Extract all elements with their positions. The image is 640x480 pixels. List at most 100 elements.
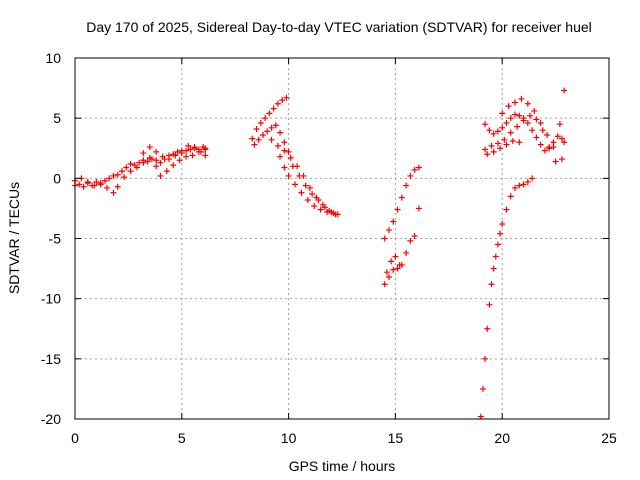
data-point [302, 182, 309, 189]
data-point [266, 110, 273, 117]
series-track-5 [251, 122, 292, 155]
data-point [526, 112, 533, 119]
data-point [159, 153, 166, 160]
data-point [494, 241, 501, 248]
data-point [390, 266, 397, 273]
data-point [178, 147, 185, 154]
data-point [114, 183, 121, 190]
data-point [110, 172, 117, 179]
data-point [289, 163, 296, 170]
series-track-6 [268, 136, 339, 218]
data-point [541, 147, 548, 154]
data-point [512, 111, 519, 118]
data-point [272, 122, 279, 129]
data-point [140, 150, 147, 157]
x-tick-label: 5 [178, 430, 186, 446]
data-point [257, 119, 264, 126]
data-point [390, 218, 397, 225]
x-tick-label: 0 [71, 430, 79, 446]
data-point [482, 146, 489, 153]
series-track-8 [289, 163, 341, 218]
data-point [274, 142, 281, 149]
data-point [287, 154, 294, 161]
data-point [110, 189, 117, 196]
y-tick-label: 10 [45, 50, 61, 66]
data-point [561, 139, 568, 146]
data-point [488, 281, 495, 288]
data-point [255, 136, 262, 143]
y-tick-label: -15 [41, 351, 61, 367]
data-point [407, 172, 414, 179]
y-axis-title: SDTVAR / TECUs [6, 182, 22, 294]
y-tick-labels: -20 -15 -10 -5 0 5 10 [41, 50, 61, 427]
data-point [281, 147, 288, 154]
data-point [153, 157, 160, 164]
data-point [121, 174, 128, 181]
data-point [176, 157, 183, 164]
data-point [334, 211, 341, 218]
data-point [277, 153, 284, 160]
data-point [381, 235, 388, 242]
data-point [490, 265, 497, 272]
series-track-13 [477, 175, 536, 420]
data-point [383, 269, 390, 276]
data-point [281, 164, 288, 171]
data-point [253, 125, 260, 132]
data-point [415, 205, 422, 212]
data-point [392, 253, 399, 260]
data-point [394, 206, 401, 213]
series-track-15 [482, 112, 568, 165]
series-track-16 [499, 87, 568, 151]
data-point [396, 261, 403, 268]
data-point [104, 184, 111, 191]
data-point [328, 209, 335, 216]
data-point [550, 144, 557, 151]
data-point [499, 110, 506, 117]
data-point [512, 99, 519, 106]
data-point [554, 133, 561, 140]
data-point [93, 178, 100, 185]
data-point [415, 164, 422, 171]
data-point [97, 180, 104, 187]
data-point [524, 100, 531, 107]
series-track-4 [249, 94, 290, 142]
data-point [283, 94, 290, 101]
data-point [385, 227, 392, 234]
series-track-11 [383, 253, 403, 276]
data-point [170, 162, 177, 169]
data-point [531, 107, 538, 114]
data-point [524, 119, 531, 126]
data-point [394, 265, 401, 272]
data-point [157, 172, 164, 179]
data-point [277, 129, 284, 136]
data-point [507, 115, 514, 122]
data-point [191, 144, 198, 151]
data-point [507, 129, 514, 136]
series-track-12 [415, 205, 422, 212]
series-track-10 [381, 233, 418, 288]
x-tick-label: 20 [494, 430, 510, 446]
data-point [559, 156, 566, 163]
data-point [381, 281, 388, 288]
data-point [518, 95, 525, 102]
data-point [183, 153, 190, 160]
data-point [127, 168, 134, 175]
data-points [72, 87, 568, 420]
data-point [187, 146, 194, 153]
x-tick-label: 10 [281, 430, 297, 446]
data-point [306, 184, 313, 191]
data-point [552, 158, 559, 165]
data-point [516, 182, 523, 189]
data-point [537, 141, 544, 148]
data-point [537, 119, 544, 126]
data-point [411, 166, 418, 173]
series-track-14 [482, 111, 566, 154]
data-point [281, 139, 288, 146]
data-point [198, 148, 205, 155]
data-point [202, 152, 209, 159]
data-point [146, 144, 153, 151]
data-point [91, 182, 98, 189]
data-point [533, 116, 540, 123]
data-point [311, 203, 318, 210]
grid [75, 58, 609, 419]
